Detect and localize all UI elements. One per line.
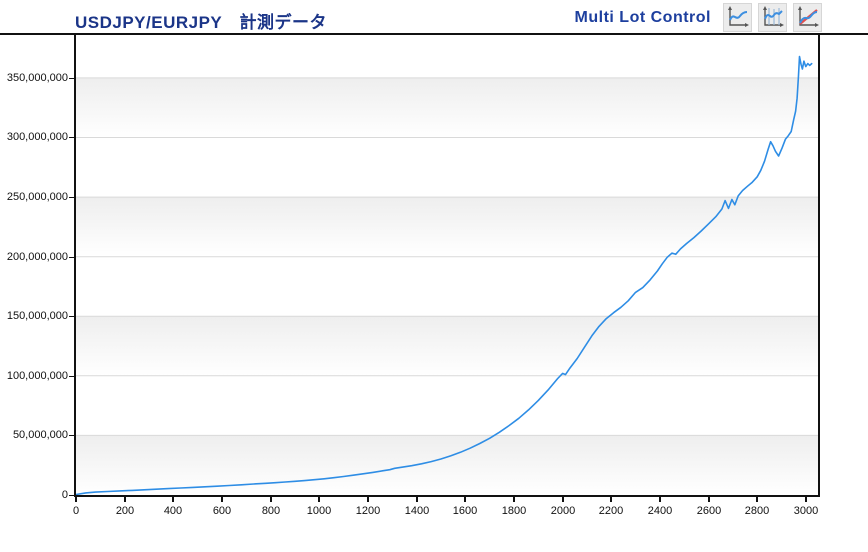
x-tick-label: 2000: [550, 505, 576, 517]
x-tick-label: 400: [163, 505, 183, 517]
x-tick-label: 0: [72, 505, 80, 517]
line-chart-view-button[interactable]: [723, 3, 752, 32]
x-tick: [610, 497, 612, 502]
x-tick: [756, 497, 758, 502]
y-tick-label: 200,000,000: [6, 251, 68, 263]
y-tick-label: 150,000,000: [6, 310, 68, 322]
line-chart-icon: [726, 6, 749, 29]
x-tick: [318, 497, 320, 502]
line-vs-trend-chart-icon: [796, 6, 819, 29]
y-tick: [69, 435, 74, 436]
page-title: USDJPY/EURJPY 計測データ: [75, 13, 327, 32]
header-divider: [0, 33, 868, 35]
y-tick-label: 100,000,000: [6, 370, 68, 382]
interlaced-bands: [76, 77, 818, 495]
line-with-bars-view-button[interactable]: [758, 3, 787, 32]
chart-canvas: [76, 55, 818, 495]
y-tick-label: 350,000,000: [6, 72, 68, 84]
x-tick: [75, 497, 77, 502]
line-vs-trend-view-button[interactable]: [793, 3, 822, 32]
y-tick-label: 250,000,000: [6, 191, 68, 203]
x-tick-label: 1800: [501, 505, 527, 517]
x-tick: [805, 497, 807, 502]
x-tick: [416, 497, 418, 502]
x-tick-label: 2600: [696, 505, 722, 517]
line-with-bars-chart-icon: [761, 6, 784, 29]
x-tick-label: 1600: [452, 505, 478, 517]
x-tick-label: 2800: [744, 505, 770, 517]
x-tick: [708, 497, 710, 502]
y-tick: [69, 376, 74, 377]
y-tick-label: 50,000,000: [12, 429, 68, 441]
y-tick: [69, 197, 74, 198]
multi-lot-control-label: Multi Lot Control: [574, 8, 711, 26]
x-tick: [513, 497, 515, 502]
x-tick: [367, 497, 369, 502]
series-line: [76, 55, 813, 495]
x-tick: [562, 497, 564, 502]
x-tick-label: 1000: [306, 505, 332, 517]
y-tick: [69, 137, 74, 138]
x-tick-label: 200: [115, 505, 135, 517]
x-tick-label: 2200: [598, 505, 624, 517]
y-tick: [69, 257, 74, 258]
y-tick: [69, 495, 74, 496]
x-tick-label: 3000: [793, 505, 819, 517]
x-tick-label: 800: [261, 505, 281, 517]
y-tick: [69, 78, 74, 79]
y-tick: [69, 316, 74, 317]
x-tick: [172, 497, 174, 502]
header-controls: Multi Lot Control: [575, 2, 822, 33]
x-tick: [221, 497, 223, 502]
x-tick-label: 1400: [404, 505, 430, 517]
y-tick-label: 300,000,000: [6, 131, 68, 143]
x-tick-label: 600: [212, 505, 232, 517]
x-tick: [659, 497, 661, 502]
x-tick: [124, 497, 126, 502]
gridlines: [76, 77, 818, 436]
chart-plot-area: [74, 35, 820, 497]
x-tick: [270, 497, 272, 502]
y-tick-label: 0: [61, 489, 68, 501]
x-tick: [464, 497, 466, 502]
x-tick-label: 2400: [647, 505, 673, 517]
x-tick-label: 1200: [355, 505, 381, 517]
